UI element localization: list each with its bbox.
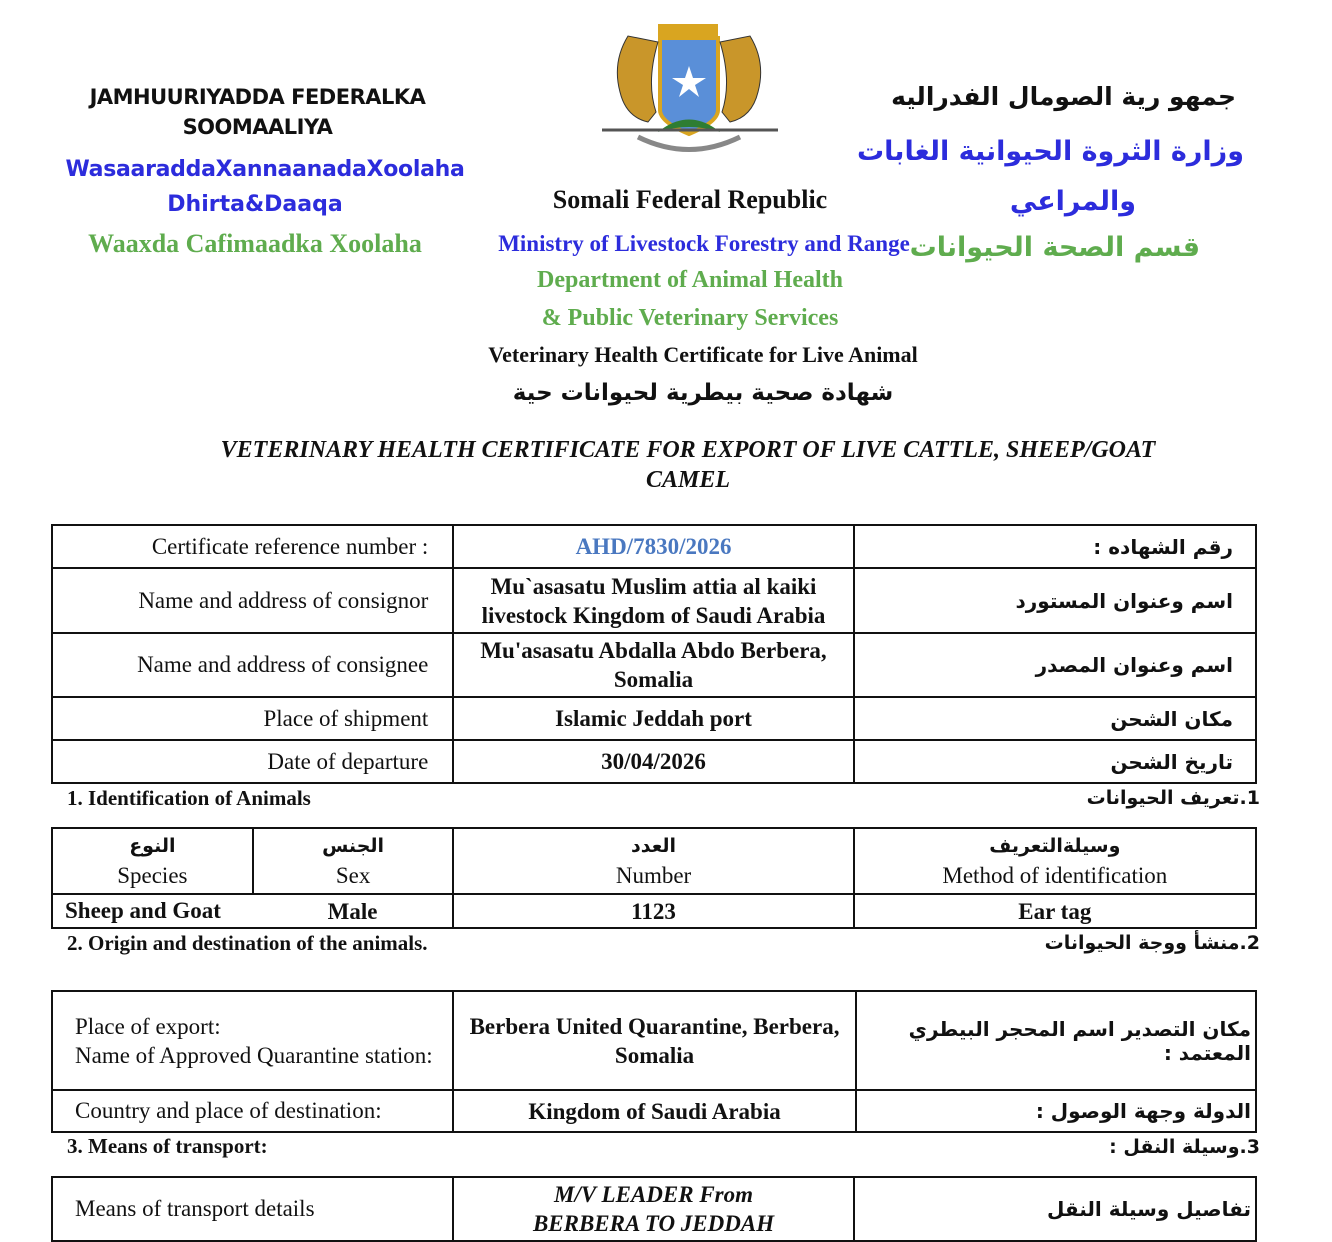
- ar-ministry2: والمراعي: [1009, 186, 1136, 217]
- certificate-reference-value: AHD/7830/2026: [452, 524, 855, 569]
- table-header-row: النوع Species الجنس Sex العدد Number وسيلةا…: [51, 827, 1258, 895]
- quarantine-value: Berbera United Quarantine, Berbera, Soma…: [452, 990, 857, 1091]
- label: Certificate reference number :: [50, 524, 455, 569]
- ar-republic-name: جمهو رية الصومال الفدراليه: [891, 82, 1236, 111]
- table-row: Date of departure 30/04/2026 تاريخ الشحن: [50, 739, 1258, 784]
- transport-table: Means of transport details M/V LEADER Fro…: [50, 1176, 1258, 1242]
- transport-value: M/V LEADER From BERBERA TO JEDDAH: [452, 1176, 855, 1242]
- header-ar: وسيلةالتعريف: [989, 835, 1121, 857]
- table-row: Name and address of consignor Mu`asasatu …: [50, 567, 1258, 634]
- destination-value: Kingdom of Saudi Arabia: [452, 1089, 857, 1133]
- so-ministry1: WasaaraddaXannaanadaXoolaha: [65, 157, 465, 182]
- header-species: Species: [117, 863, 188, 888]
- header-ar: الجنس: [322, 835, 385, 857]
- section1-title: 1. Identification of Animals: [67, 786, 311, 810]
- document-title: VETERINARY HEALTH CERTIFICATE FOR EXPORT…: [60, 435, 1316, 495]
- label-ar: تاريخ الشحن: [852, 739, 1258, 784]
- table-row: Country and place of destination: Kingdom…: [50, 1089, 1258, 1133]
- title-line2: CAMEL: [645, 467, 731, 493]
- section3-title-ar: 3.وسيلة النقل :: [1109, 1136, 1260, 1158]
- somali-republic-name: JAMHUURIYADDA FEDERALKA SOOMAALIYA: [60, 82, 455, 142]
- table-row: Certificate reference number : AHD/7830/2…: [50, 524, 1258, 569]
- coat-of-arms-emblem: [602, 24, 778, 152]
- table-row: Sheep and Goat Male 1123 Ear tag: [51, 893, 1258, 929]
- label-ar: اسم وعنوان المستورد: [852, 567, 1258, 634]
- header-method: Method of identification: [942, 863, 1168, 888]
- en-dept1: Department of Animal Health: [537, 267, 843, 293]
- title-line1: VETERINARY HEALTH CERTIFICATE FOR EXPORT…: [220, 437, 1156, 463]
- table-row: Name and address of consignee Mu'asasatu …: [50, 632, 1258, 698]
- section2-title-ar: 2.منشأ ووجة الحيوانات: [1044, 932, 1260, 954]
- origin-table: Place of export: Name of Approved Quaran…: [50, 990, 1258, 1133]
- label: Country and place of destination:: [50, 1089, 455, 1133]
- label-ar: مكان التصدير اسم المحجر البيطري المعتمد …: [854, 990, 1258, 1091]
- header-sex: Sex: [335, 863, 371, 888]
- section2-title: 2. Origin and destination of the animals…: [67, 931, 428, 955]
- ar-dept: قسم الصحة الحيوانات: [909, 232, 1200, 263]
- label-ar: تفاصيل وسيلة النقل: [852, 1176, 1258, 1242]
- section1-title-ar: 1.تعريف الحيوانات: [1086, 787, 1260, 809]
- method-value: Ear tag: [852, 893, 1258, 929]
- en-ministry: Ministry of Livestock Forestry and Range: [498, 231, 910, 256]
- ar-cert-title: شهادة صحية بيطرية لحيوانات حية: [512, 380, 894, 406]
- label: Name and address of consignee: [50, 632, 455, 698]
- consignee-value: Mu'asasatu Abdalla Abdo Berbera, Somalia: [452, 632, 855, 698]
- header-number: Number: [615, 863, 692, 888]
- label-ar: الدولة وجهة الوصول :: [854, 1089, 1258, 1133]
- species-value: Sheep and Goat: [51, 893, 253, 929]
- label: Date of departure: [50, 739, 455, 784]
- sex-value: Male: [252, 893, 455, 929]
- animals-table: النوع Species الجنس Sex العدد Number وسيلةا…: [51, 827, 1258, 929]
- label: Place of shipment: [50, 696, 455, 741]
- so-ministry2: Dhirta&Daaqa: [167, 192, 343, 217]
- general-info-table: Certificate reference number : AHD/7830/2…: [50, 524, 1258, 784]
- en-republic: Somali Federal Republic: [552, 185, 828, 214]
- so-line2: SOOMAALIYA: [182, 115, 333, 139]
- header-ar: النوع: [129, 835, 176, 857]
- consignor-value: Mu`asasatu Muslim attia al kaiki livesto…: [452, 567, 855, 634]
- en-dept2: & Public Veterinary Services: [541, 305, 839, 331]
- table-row: Means of transport details M/V LEADER Fro…: [50, 1176, 1258, 1242]
- label: Name and address of consignor: [50, 567, 455, 634]
- number-value: 1123: [452, 893, 855, 929]
- label-ar: اسم وعنوان المصدر: [852, 632, 1258, 698]
- shipment-place-value: Islamic Jeddah port: [452, 696, 855, 741]
- departure-date-value: 30/04/2026: [452, 739, 855, 784]
- label: Means of transport details: [50, 1176, 455, 1242]
- so-dept: Waaxda Cafimaadka Xoolaha: [88, 229, 422, 258]
- table-row: Place of shipment Islamic Jeddah port مكان…: [50, 696, 1258, 741]
- label-ar: رقم الشهاده :: [852, 524, 1258, 569]
- section3-title: 3. Means of transport:: [67, 1134, 268, 1158]
- table-row: Place of export: Name of Approved Quaran…: [50, 990, 1258, 1091]
- en-cert-title: Veterinary Health Certificate for Live A…: [488, 342, 918, 367]
- so-line1: JAMHUURIYADDA FEDERALKA: [89, 85, 426, 109]
- label-ar: مكان الشحن: [852, 696, 1258, 741]
- label: Place of export: Name of Approved Quaran…: [50, 990, 455, 1091]
- ar-ministry1: وزارة الثروة الحيوانية الغابات: [857, 136, 1244, 167]
- header-ar: العدد: [630, 835, 677, 857]
